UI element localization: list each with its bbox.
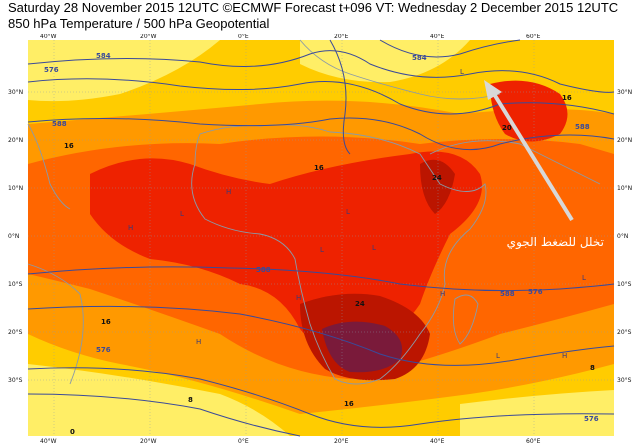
contour-label: 16 [562,94,572,102]
contour-label: 576 [584,415,599,423]
contour-label: 8 [188,396,193,404]
lat-tick: 20°N [8,137,23,144]
contour-label: 16 [344,400,354,408]
pressure-letter: L [460,68,464,76]
lat-tick: 30°S [617,377,632,384]
lat-tick: 0°N [8,233,19,240]
lon-tick: 20°W [140,438,157,445]
lat-tick: 10°S [617,281,632,288]
contour-label: 16 [64,142,74,150]
contour-labels: 576 584 584 588 588 588 576 576 16 16 16… [44,52,599,436]
contour-label: 8 [590,364,595,372]
pressure-letter: H [562,352,567,360]
weather-map: 40°W 20°W 0°E 20°E 40°E 60°E 40°W 20°W 0… [0,34,640,445]
contour-label: 584 [96,52,111,60]
lon-tick: 40°W [40,438,57,445]
annotation-arrow [484,80,574,222]
annotation-label: تخلل للضغط الجوي [507,235,604,250]
pressure-centres: H L H L H L H L L H L H L [128,68,586,360]
pressure-letter: L [180,210,184,218]
lat-tick: 10°N [8,185,23,192]
lon-tick: 60°E [526,34,541,40]
lon-ticks-bottom: 40°W 20°W 0°E 20°E 40°E 60°E [40,438,541,445]
lat-tick: 10°S [8,281,23,288]
graticule [28,40,614,436]
coastlines [27,39,601,385]
geopotential-contours [27,39,615,437]
pressure-letter: H [226,188,231,196]
lon-tick: 20°W [140,34,157,40]
pressure-letter: L [320,246,324,254]
pressure-letter: L [346,208,350,216]
pressure-letter: H [296,294,301,302]
lon-ticks-top: 40°W 20°W 0°E 20°E 40°E 60°E [40,34,541,40]
contour-label: 584 [412,54,427,62]
lat-ticks-left: 30°N 20°N 10°N 0°N 10°S 20°S 30°S [8,89,23,384]
map-subtitle: 850 hPa Temperature / 500 hPa Geopotenti… [8,16,270,31]
lat-tick: 30°N [617,89,632,96]
lon-tick: 0°E [238,34,249,40]
lon-tick: 40°E [430,34,445,40]
lon-tick: 60°E [526,438,541,445]
lon-tick: 20°E [334,438,349,445]
contour-label: 588 [575,123,590,131]
pressure-letter: L [372,244,376,252]
pressure-letter: H [440,290,445,298]
pressure-letter: L [582,274,586,282]
contour-label: 576 [44,66,59,74]
contour-label: 20 [502,124,512,132]
pressure-letter: L [496,352,500,360]
lat-tick: 10°N [617,185,632,192]
lon-tick: 0°E [238,438,249,445]
contour-label: 24 [355,300,365,308]
lon-tick: 40°W [40,34,57,40]
lat-tick: 0°N [617,233,628,240]
contour-label: 588 [52,120,67,128]
lat-tick: 20°S [617,329,632,336]
pressure-letter: H [196,338,201,346]
lon-tick: 20°E [334,34,349,40]
contour-label: 16 [101,318,111,326]
contour-label: 24 [432,174,442,182]
lat-tick: 20°S [8,329,23,336]
lat-ticks-right: 30°N 20°N 10°N 0°N 10°S 20°S 30°S [617,89,632,384]
contour-label: 588 [500,290,515,298]
map-title: Saturday 28 November 2015 12UTC ©ECMWF F… [8,0,619,15]
lon-tick: 40°E [430,438,445,445]
contour-label: 576 [528,288,543,296]
lat-tick: 30°N [8,89,23,96]
lat-tick: 30°S [8,377,23,384]
lat-tick: 20°N [617,137,632,144]
contour-label: 16 [314,164,324,172]
contour-label: 588 [256,266,271,274]
contour-label: 0 [70,428,75,436]
pressure-letter: H [128,224,133,232]
contour-label: 576 [96,346,111,354]
